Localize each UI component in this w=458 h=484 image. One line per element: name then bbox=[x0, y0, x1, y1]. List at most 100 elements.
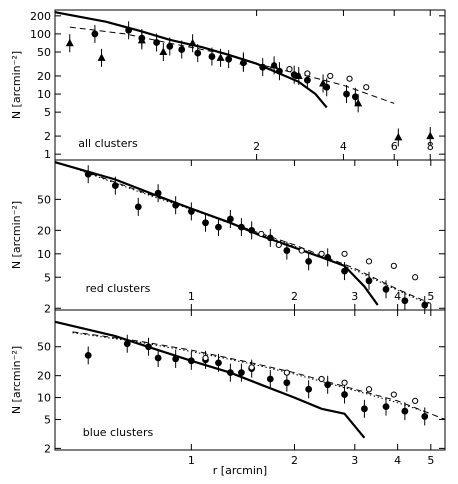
x-tick-label: 3 bbox=[351, 290, 358, 303]
data-point-filled bbox=[343, 90, 350, 98]
y-tick-label: 5 bbox=[44, 271, 51, 284]
data-point-filled bbox=[401, 297, 409, 305]
data-point-filled bbox=[123, 340, 131, 348]
data-point-filled bbox=[421, 413, 429, 420]
y-tick-label: 20 bbox=[37, 370, 51, 383]
y-axis-label: N [arcmin⁻²] bbox=[10, 51, 23, 119]
data-point-triangle bbox=[270, 60, 279, 69]
y-tick-label: 50 bbox=[37, 193, 51, 206]
data-point-open bbox=[341, 379, 348, 386]
data-point-filled bbox=[91, 30, 99, 38]
data-point-triangle bbox=[97, 53, 106, 61]
panel-1: 1 2 5 10 20 50 100 200 2 4 6 8 all clusters N [arcmin… bbox=[10, 9, 446, 161]
data-point-filled bbox=[238, 223, 245, 231]
data-point-open bbox=[341, 250, 348, 257]
data-point-filled bbox=[421, 301, 429, 309]
data-point-open bbox=[346, 75, 353, 82]
y-axis-label: N [arcmin⁻²] bbox=[10, 201, 23, 269]
data-point-filled bbox=[187, 208, 195, 215]
data-point-filled bbox=[303, 76, 311, 84]
data-point-filled bbox=[266, 375, 274, 383]
panel-label: red clusters bbox=[86, 282, 151, 295]
data-point-filled bbox=[187, 357, 195, 365]
data-point-filled bbox=[134, 203, 142, 211]
data-point-filled bbox=[305, 385, 313, 393]
data-point-filled bbox=[154, 354, 162, 362]
x-tick-label: 2 bbox=[253, 140, 260, 153]
x-tick-label: 4 bbox=[394, 454, 401, 467]
y-tick-label: 1 bbox=[44, 148, 51, 161]
x-tick-label: 6 bbox=[391, 140, 398, 153]
data-point-filled bbox=[153, 39, 160, 46]
data-point-filled bbox=[226, 369, 234, 377]
data-point-filled bbox=[154, 189, 162, 197]
data-point-filled bbox=[361, 405, 368, 413]
curve-dashed bbox=[69, 26, 395, 104]
data-point-triangle bbox=[137, 35, 146, 44]
panel-label: all clusters bbox=[78, 137, 138, 150]
data-point-filled bbox=[351, 93, 359, 101]
data-point-open bbox=[283, 369, 290, 376]
data-point-open bbox=[365, 258, 373, 265]
data-point-open bbox=[275, 241, 282, 249]
data-point-open bbox=[365, 386, 373, 393]
data-point-triangle bbox=[319, 78, 328, 87]
data-point-filled bbox=[259, 63, 267, 71]
data-point-filled bbox=[215, 223, 222, 231]
data-point-filled bbox=[166, 43, 174, 50]
data-point-filled bbox=[84, 351, 92, 359]
data-point-filled bbox=[172, 201, 180, 209]
data-point-filled bbox=[145, 343, 152, 351]
data-point-filled bbox=[202, 219, 209, 227]
y-tick-label: 50 bbox=[37, 46, 51, 59]
data-point-triangle bbox=[294, 71, 303, 79]
data-point-filled bbox=[290, 71, 298, 79]
y-tick-label: 20 bbox=[37, 224, 51, 237]
data-point-filled bbox=[401, 407, 409, 415]
x-tick-label: 8 bbox=[427, 140, 434, 153]
x-tick-label: 2 bbox=[291, 290, 298, 303]
data-point-filled bbox=[324, 253, 332, 261]
y-tick-label: 5 bbox=[44, 413, 51, 426]
y-tick-label: 2 bbox=[44, 302, 51, 315]
data-point-filled bbox=[178, 46, 186, 53]
data-point-open bbox=[327, 72, 334, 80]
data-point-filled bbox=[111, 182, 119, 190]
data-point-filled bbox=[125, 26, 133, 34]
data-point-filled bbox=[382, 285, 390, 293]
x-tick-label: 2 bbox=[291, 454, 298, 467]
data-point-filled bbox=[382, 403, 390, 411]
data-point-triangle bbox=[159, 47, 168, 56]
x-tick-label: 5 bbox=[427, 290, 434, 303]
data-point-triangle bbox=[354, 98, 363, 107]
y-axis-label: N [arcmin⁻²] bbox=[10, 346, 23, 414]
data-point-open bbox=[304, 70, 311, 77]
x-tick-label: 3 bbox=[351, 454, 358, 467]
y-tick-label: 2 bbox=[44, 130, 51, 143]
y-tick-label: 200 bbox=[30, 10, 51, 23]
y-tick-label: 10 bbox=[37, 248, 51, 261]
data-point-triangle bbox=[188, 38, 197, 47]
data-point-filled bbox=[225, 55, 233, 63]
panel-frame bbox=[54, 309, 446, 451]
x-axis-label: r [arcmin] bbox=[213, 464, 267, 477]
x-tick-label: 1 bbox=[188, 454, 195, 467]
data-point-filled bbox=[194, 49, 202, 57]
data-point-filled bbox=[266, 234, 274, 242]
y-tick-label: 10 bbox=[37, 88, 51, 101]
data-point-open bbox=[412, 397, 419, 404]
data-point-filled bbox=[365, 277, 373, 285]
y-tick-label: 10 bbox=[37, 392, 51, 405]
data-point-filled bbox=[172, 355, 180, 363]
data-point-open bbox=[318, 250, 325, 257]
data-point-open bbox=[412, 274, 419, 281]
panel-2: 2 5 10 20 50 1 2 3 4 5 red clusters N [arcmin⁻²] bbox=[10, 159, 446, 315]
data-point-filled bbox=[324, 381, 332, 389]
panel-3: 2 5 10 20 50 1 2 3 4 5 blue clusters N [arcmin⁻²] bbox=[10, 309, 446, 467]
data-point-triangle bbox=[426, 131, 435, 140]
data-point-open bbox=[298, 247, 305, 254]
data-point-filled bbox=[248, 226, 256, 234]
data-point-filled bbox=[215, 359, 222, 367]
curve-solid bbox=[54, 11, 328, 109]
